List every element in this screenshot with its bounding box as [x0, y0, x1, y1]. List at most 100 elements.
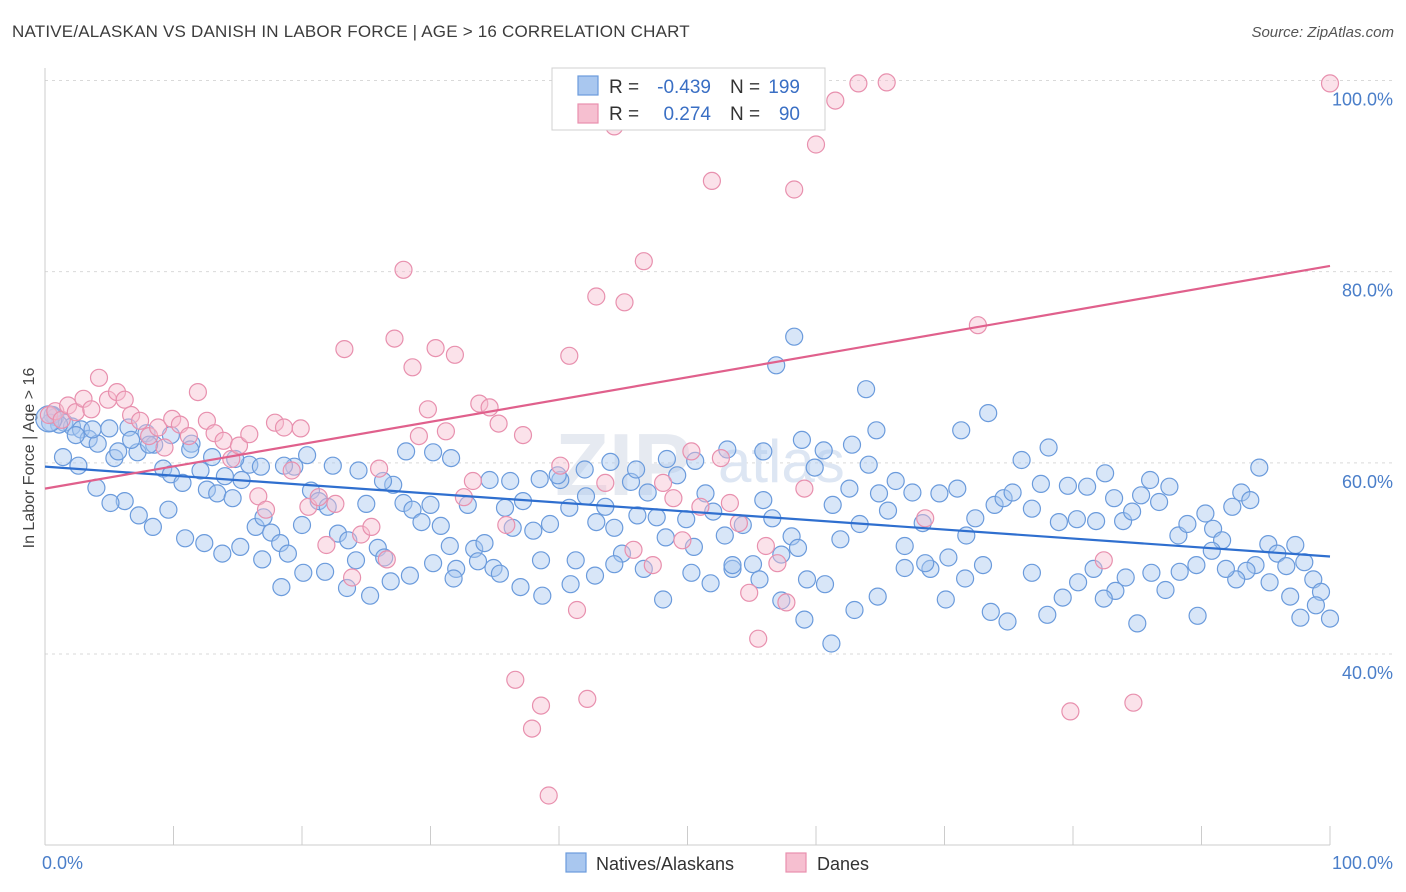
native-point-133: [1241, 491, 1260, 510]
danes-point-38: [352, 525, 371, 544]
native-point-127: [1187, 555, 1206, 575]
native-point-124: [1160, 477, 1179, 496]
native-point-218: [814, 441, 833, 460]
danes-point-42: [385, 329, 404, 348]
native-point-230: [480, 470, 499, 490]
y-tick-label-40: 40.0%: [1342, 663, 1393, 683]
native-point-112: [1049, 512, 1069, 532]
native-point-123: [1149, 492, 1169, 512]
native-point-27: [278, 544, 297, 563]
native-point-194: [337, 578, 357, 598]
native-point-233: [397, 442, 416, 461]
native-point-142: [1320, 609, 1340, 628]
native-point-115: [1077, 477, 1097, 496]
danes-point-94: [1320, 74, 1340, 93]
native-point-209: [69, 456, 88, 475]
native-point-42: [412, 512, 431, 532]
native-point-212: [767, 356, 786, 375]
danes-point-61: [551, 456, 570, 475]
native-point-217: [842, 435, 862, 454]
native-point-229: [501, 471, 520, 491]
native-point-91: [859, 455, 878, 474]
native-point-68: [647, 508, 666, 527]
native-point-161: [1068, 573, 1088, 592]
y-tick-label-100: 100.0%: [1332, 90, 1393, 110]
native-point-99: [930, 484, 949, 503]
native-point-114: [1067, 510, 1087, 529]
native-point-17: [197, 480, 216, 499]
danes-point-62: [560, 346, 579, 365]
trend-lines: [44, 264, 1331, 558]
native-point-29: [292, 515, 312, 535]
native-point-191: [400, 566, 419, 585]
stats-legend: R = -0.439 N = 199 R = 0.274 N = 90: [551, 67, 826, 131]
native-point-98: [921, 559, 940, 579]
native-point-14: [173, 473, 192, 492]
native-point-216: [867, 421, 886, 440]
legend-swatch-danes: [577, 103, 599, 124]
native-point-226: [575, 460, 594, 479]
danes-point-56: [506, 670, 525, 689]
native-point-102: [957, 526, 976, 545]
danes-point-90: [849, 74, 868, 93]
danes-point-12: [131, 411, 150, 430]
danes-point-33: [309, 488, 328, 507]
native-point-126: [1178, 514, 1197, 534]
native-point-54: [524, 521, 543, 540]
x-tick-label-max: 100.0%: [1332, 853, 1393, 873]
danes-point-19: [188, 383, 207, 402]
danes-point-82: [749, 629, 768, 648]
native-point-59: [566, 551, 585, 570]
native-point-239: [251, 457, 270, 476]
danes-point-95: [1061, 702, 1080, 721]
native-point-199: [231, 537, 250, 557]
watermark-atlas: atlas: [718, 428, 845, 495]
danes-point-3: [58, 396, 78, 415]
native-point-117: [1095, 464, 1115, 483]
native-point-39: [384, 475, 403, 494]
danes-point-34: [317, 535, 336, 555]
danes-point-86: [785, 180, 804, 199]
native-point-196: [294, 563, 313, 582]
native-point-246: [100, 419, 119, 438]
native-point-18: [208, 484, 227, 503]
chart-title: NATIVE/ALASKAN VS DANISH IN LABOR FORCE …: [12, 22, 690, 41]
native-point-55: [531, 551, 551, 570]
native-point-141: [1311, 582, 1331, 602]
native-point-147: [1246, 555, 1265, 575]
native-point-137: [1277, 556, 1296, 576]
native-point-201: [195, 533, 214, 553]
native-point-146: [1260, 573, 1279, 592]
danes-point-48: [436, 422, 455, 441]
danes-point-97: [1094, 551, 1113, 570]
danes-point-58: [522, 719, 542, 738]
danes-point-73: [664, 489, 683, 508]
native-point-181: [634, 559, 653, 579]
native-point-5: [88, 434, 107, 453]
danes-point-60: [539, 786, 558, 805]
native-point-87: [823, 495, 842, 514]
native-point-93: [878, 501, 898, 520]
native-point-152: [1188, 606, 1207, 625]
danes-point-39: [362, 517, 381, 537]
danes-point-41: [377, 550, 396, 569]
y-axis-title: In Labor Force | Age > 16: [21, 368, 38, 549]
native-point-104: [973, 555, 993, 575]
danes-point-69: [624, 540, 643, 559]
native-point-85: [805, 458, 824, 477]
native-point-45: [440, 536, 459, 556]
danes-point-11: [122, 405, 141, 425]
danes-point-43: [394, 260, 413, 279]
legend-n-value-natives: 199: [768, 77, 800, 98]
native-point-169: [916, 554, 935, 573]
danes-point-10: [115, 390, 134, 409]
danes-point-83: [756, 536, 776, 556]
series-danes-points: [39, 73, 1340, 805]
danes-point-57: [513, 426, 533, 445]
native-point-103: [966, 509, 985, 528]
native-point-185: [533, 586, 552, 605]
danes-point-28: [265, 413, 285, 432]
bottom-legend-swatch-danes: [785, 852, 807, 873]
native-point-83: [788, 538, 808, 558]
native-point-143: [1281, 587, 1300, 606]
